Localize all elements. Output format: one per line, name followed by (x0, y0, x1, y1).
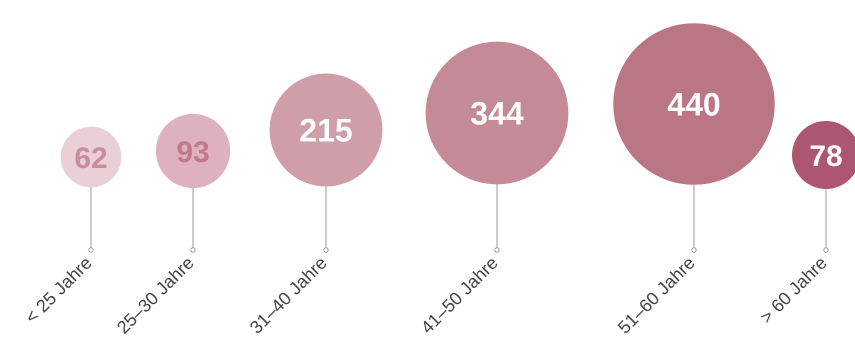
stem-end-dot (823, 247, 829, 253)
category-label: > 60 Jahre (756, 253, 831, 328)
bubble-value-label: 93 (176, 136, 209, 169)
category-label: 41–50 Jahre (417, 253, 502, 338)
bubble (613, 23, 775, 185)
category-label: < 25 Jahre (21, 253, 96, 328)
bubble (269, 73, 383, 187)
category-label: 51–60 Jahre (614, 253, 699, 338)
stem-end-dot (691, 247, 697, 253)
stem-end-dot (190, 247, 196, 253)
bubble-value-label: 344 (470, 96, 524, 132)
stem-end-dot (88, 247, 94, 253)
stem-end-dot (494, 247, 500, 253)
bubble-value-label: 62 (74, 142, 107, 175)
category-label: 25–30 Jahre (113, 253, 198, 338)
category-label: 31–40 Jahre (246, 253, 331, 338)
bubble (155, 113, 231, 189)
bubble (425, 41, 569, 185)
bubble-value-label: 440 (667, 87, 720, 123)
bubble (792, 121, 855, 189)
stem-end-dot (323, 247, 329, 253)
bubble-value-label: 215 (299, 113, 352, 149)
bubble (60, 126, 122, 188)
bubble-value-label: 78 (809, 140, 842, 173)
